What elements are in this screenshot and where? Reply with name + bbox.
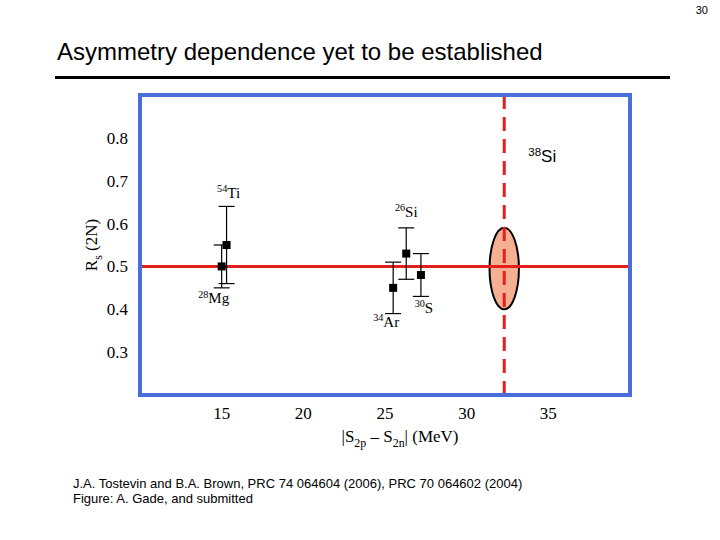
- svg-text:35: 35: [540, 404, 557, 423]
- svg-text:0.6: 0.6: [107, 215, 128, 234]
- html-text:J.A. Tostevin and B.A. Brown,: J.A. Tostevin and B.A. Brown, PRC 74 064…: [73, 476, 523, 491]
- html-text:Figure: A. Gade, and submitted: Figure: A. Gade, and submitted: [73, 491, 253, 506]
- svg-text:|S2p – S2n| (MeV): |S2p – S2n| (MeV): [341, 427, 458, 450]
- svg-text:54Ti: 54Ti: [217, 183, 240, 201]
- svg-text:30: 30: [458, 404, 475, 423]
- svg-text:26Si: 26Si: [395, 202, 418, 220]
- svg-text:0.4: 0.4: [107, 300, 129, 319]
- svg-text:25: 25: [377, 404, 394, 423]
- html-text:30: 30: [695, 4, 708, 16]
- svg-text:0.8: 0.8: [107, 129, 128, 148]
- svg-text:38Si: 38Si: [528, 146, 556, 166]
- svg-text:Rs (2N): Rs (2N): [82, 219, 105, 271]
- svg-text:28Mg: 28Mg: [198, 289, 230, 307]
- svg-text:0.3: 0.3: [107, 343, 128, 362]
- svg-text:0.5: 0.5: [107, 257, 128, 276]
- svg-text:34Ar: 34Ar: [373, 312, 399, 330]
- svg-text:15: 15: [213, 404, 230, 423]
- svg-text:20: 20: [295, 404, 312, 423]
- svg-text:0.7: 0.7: [107, 172, 129, 191]
- html-text:Asymmetry dependence yet to be: Asymmetry dependence yet to be establish…: [57, 38, 543, 65]
- svg-text:30S: 30S: [415, 298, 434, 316]
